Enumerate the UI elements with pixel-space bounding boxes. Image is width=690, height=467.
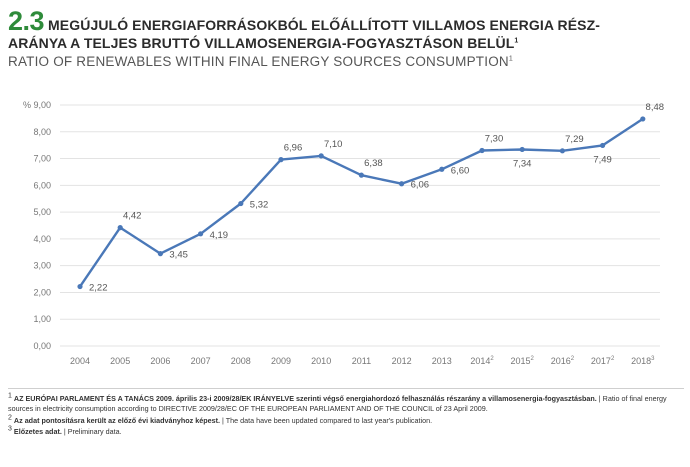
data-point <box>198 231 204 237</box>
data-point <box>157 251 163 257</box>
footnote-1: 1 AZ EURÓPAI PARLAMENT ÉS A TANÁCS 2009.… <box>8 392 684 415</box>
footnote-2-mark: 2 <box>8 414 12 422</box>
line-chart: 0,00 1,00 2,00 3,00 4,00 5,00 6,00 7,00 8,00 % 9,… <box>23 100 664 366</box>
y-axis-ticks: 0,00 1,00 2,00 3,00 4,00 5,00 6,00 7,00 8,00 % 9,… <box>23 100 51 351</box>
y-tick-label: % 9,00 <box>23 100 51 110</box>
title-hu-line2: ARÁNYA A TELJES BRUTTÓ VILLAMOSENERGIA-F… <box>8 35 515 51</box>
title-hu-footnote-ref: 1 <box>514 37 519 45</box>
title-line-1: 2.3 MEGÚJULÓ ENERGIAFORRÁSOKBÓL ELŐÁLLÍT… <box>8 6 684 37</box>
data-label: 8,48 <box>646 102 665 113</box>
data-label: 3,45 <box>169 250 188 261</box>
data-point <box>238 200 244 207</box>
y-tick-label: 3,00 <box>33 261 51 271</box>
data-label: 7,29 <box>565 134 584 145</box>
footnote-2-en: | The data have been updated compared to… <box>220 415 433 425</box>
footnote-1-en: | Ratio of final energy sources in elect… <box>8 394 667 414</box>
y-tick-label: 7,00 <box>33 154 51 164</box>
x-tick-footnote-ref: 2 <box>571 356 575 362</box>
x-tick-label: 2005 <box>110 356 130 366</box>
y-tick-label: 2,00 <box>33 287 51 297</box>
x-tick-footnote-ref: 3 <box>651 356 655 362</box>
chart-number: 2.3 <box>8 6 45 36</box>
footnote-1-mark: 1 <box>8 392 12 400</box>
data-point <box>559 148 566 154</box>
y-tick-label: 5,00 <box>33 207 51 217</box>
data-label: 7,49 <box>593 154 612 165</box>
data-point <box>600 142 606 149</box>
x-tick-label: 2004 <box>70 356 90 366</box>
data-point <box>117 225 123 231</box>
data-label: 2,22 <box>89 283 108 294</box>
title-hu-line1: MEGÚJULÓ ENERGIAFORRÁSOKBÓL ELŐÁLLÍTOTT … <box>48 17 601 33</box>
data-label: 5,32 <box>250 200 268 211</box>
x-tick-label: 2007 <box>191 356 211 366</box>
x-tick-label: 2009 <box>271 356 291 366</box>
y-tick-label: 1,00 <box>33 314 51 324</box>
data-label: 7,34 <box>513 158 532 169</box>
x-tick-label: 20142 <box>470 356 494 366</box>
data-label: 6,60 <box>451 165 470 176</box>
footnote-1-hu: AZ EURÓPAI PARLAMENT ÉS A TANÁCS 2009. á… <box>13 394 597 403</box>
x-tick-label: 20172 <box>591 356 615 366</box>
x-tick-footnote-ref: 2 <box>490 356 494 362</box>
x-tick-label: 20162 <box>551 356 575 366</box>
title-en: RATIO OF RENEWABLES WITHIN FINAL ENERGY … <box>8 54 509 69</box>
x-tick-label: 2011 <box>352 356 371 366</box>
x-tick-label: 2008 <box>231 356 251 366</box>
data-point <box>479 147 485 154</box>
footnote-3-mark: 3 <box>8 425 12 433</box>
y-tick-label: 0,00 <box>33 341 51 351</box>
chart-header: 2.3 MEGÚJULÓ ENERGIAFORRÁSOKBÓL ELŐÁLLÍT… <box>8 6 684 69</box>
x-tick-label: 20183 <box>631 356 655 366</box>
data-label: 6,06 <box>411 180 430 191</box>
data-labels: 2,22 4,42 3,45 4,19 5,32 6,96 7,10 6,38 6,06 6,60… <box>89 102 664 294</box>
x-tick-footnote-ref: 2 <box>531 356 535 362</box>
y-tick-label: 8,00 <box>33 127 51 137</box>
data-label: 6,38 <box>364 158 383 169</box>
title-en-footnote-ref: 1 <box>508 55 513 63</box>
data-label: 7,10 <box>324 139 343 150</box>
data-point <box>318 153 324 159</box>
x-tick-label: 20152 <box>511 356 535 366</box>
x-tick-footnote-ref: 2 <box>611 356 615 362</box>
x-tick-label: 2006 <box>150 356 170 366</box>
x-tick-label: 2013 <box>432 356 452 366</box>
x-tick-label: 2012 <box>392 356 412 366</box>
data-point <box>640 116 646 122</box>
x-tick-label: 2010 <box>311 356 331 366</box>
y-tick-label: 6,00 <box>33 180 51 190</box>
data-point <box>358 172 364 178</box>
footnote-2-hu: Az adat pontosításra került az előző évi… <box>13 415 221 425</box>
data-label: 4,42 <box>123 211 142 222</box>
data-points <box>77 116 646 290</box>
footnote-3-en: | Preliminary data. <box>61 427 122 437</box>
y-tick-label: 4,00 <box>33 234 51 244</box>
footnote-3: 3 Előzetes adat. | Preliminary data. <box>8 425 684 437</box>
footnotes: 1 AZ EURÓPAI PARLAMENT ÉS A TANÁCS 2009.… <box>8 388 684 439</box>
x-axis-ticks: 2004 2005 2006 2007 2008 2009 2010 2011 2012 2013… <box>70 356 655 366</box>
series-line <box>79 117 644 288</box>
footnote-3-hu: Előzetes adat. <box>13 427 62 437</box>
data-point <box>77 283 83 290</box>
gridlines <box>60 104 660 347</box>
data-point <box>399 181 405 187</box>
data-label: 6,96 <box>284 143 303 154</box>
data-point <box>278 157 284 163</box>
title-hu-line2-wrap: ARÁNYA A TELJES BRUTTÓ VILLAMOSENERGIA-F… <box>8 35 684 51</box>
title-en-wrap: RATIO OF RENEWABLES WITHIN FINAL ENERGY … <box>8 54 684 69</box>
data-label: 4,19 <box>210 230 229 241</box>
footnote-2: 2 Az adat pontosításra került az előző é… <box>8 414 684 426</box>
data-point <box>439 166 445 172</box>
data-label: 7,30 <box>485 134 504 145</box>
data-point <box>519 146 525 153</box>
